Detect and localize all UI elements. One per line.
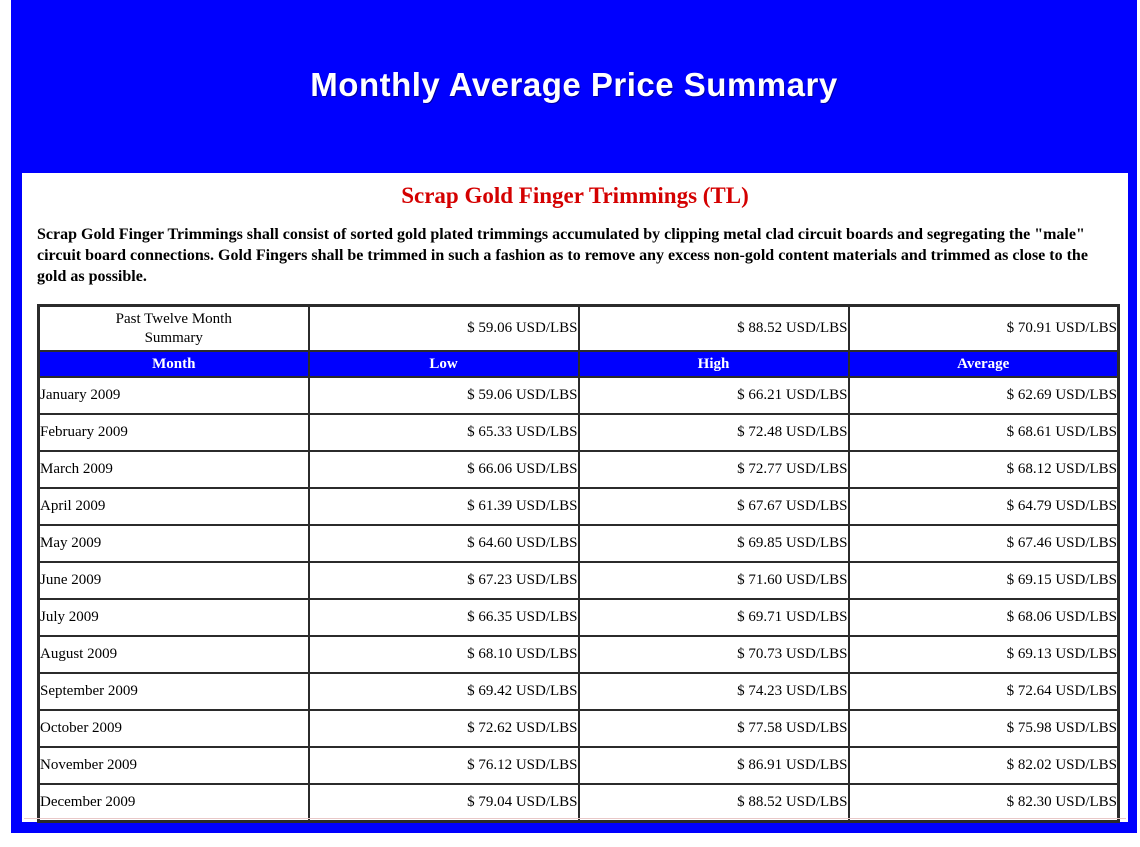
table-row: July 2009 $ 66.35 USD/LBS $ 69.71 USD/LB… — [37, 598, 1120, 637]
month-cell: September 2009 — [37, 672, 310, 711]
summary-high-cell: $ 88.52 USD/LBS — [577, 304, 850, 352]
high-cell: $ 77.58 USD/LBS — [577, 709, 850, 748]
average-cell: $ 82.02 USD/LBS — [847, 746, 1120, 785]
blue-frame: Monthly Average Price Summary Scrap Gold… — [11, 0, 1137, 833]
summary-row: Past Twelve Month Summary $ 59.06 USD/LB… — [37, 304, 1120, 352]
average-cell: $ 68.06 USD/LBS — [847, 598, 1120, 637]
column-header-month: Month — [37, 350, 310, 378]
low-cell: $ 66.35 USD/LBS — [307, 598, 580, 637]
table-row: February 2009 $ 65.33 USD/LBS $ 72.48 US… — [37, 413, 1120, 452]
average-cell: $ 82.30 USD/LBS — [847, 783, 1120, 823]
average-cell: $ 62.69 USD/LBS — [847, 376, 1120, 415]
table-row: November 2009 $ 76.12 USD/LBS $ 86.91 US… — [37, 746, 1120, 785]
low-cell: $ 76.12 USD/LBS — [307, 746, 580, 785]
summary-label: Past Twelve Month Summary — [115, 310, 232, 346]
table-row: April 2009 $ 61.39 USD/LBS $ 67.67 USD/L… — [37, 487, 1120, 526]
month-cell: December 2009 — [37, 783, 310, 823]
table-row: August 2009 $ 68.10 USD/LBS $ 70.73 USD/… — [37, 635, 1120, 674]
column-header-low: Low — [307, 350, 580, 378]
high-cell: $ 72.48 USD/LBS — [577, 413, 850, 452]
low-cell: $ 72.62 USD/LBS — [307, 709, 580, 748]
average-cell: $ 64.79 USD/LBS — [847, 487, 1120, 526]
high-cell: $ 71.60 USD/LBS — [577, 561, 850, 600]
table-row: December 2009 $ 79.04 USD/LBS $ 88.52 US… — [37, 783, 1120, 823]
table-row: March 2009 $ 66.06 USD/LBS $ 72.77 USD/L… — [37, 450, 1120, 489]
average-cell: $ 69.15 USD/LBS — [847, 561, 1120, 600]
month-cell: November 2009 — [37, 746, 310, 785]
high-cell: $ 72.77 USD/LBS — [577, 450, 850, 489]
high-cell: $ 69.71 USD/LBS — [577, 598, 850, 637]
low-cell: $ 59.06 USD/LBS — [307, 376, 580, 415]
average-cell: $ 72.64 USD/LBS — [847, 672, 1120, 711]
month-cell: February 2009 — [37, 413, 310, 452]
month-cell: August 2009 — [37, 635, 310, 674]
high-cell: $ 70.73 USD/LBS — [577, 635, 850, 674]
summary-low-cell: $ 59.06 USD/LBS — [307, 304, 580, 352]
low-cell: $ 66.06 USD/LBS — [307, 450, 580, 489]
commodity-heading: Scrap Gold Finger Trimmings (TL) — [401, 183, 749, 208]
average-cell: $ 69.13 USD/LBS — [847, 635, 1120, 674]
commodity-description: Scrap Gold Finger Trimmings shall consis… — [37, 226, 1088, 285]
low-cell: $ 67.23 USD/LBS — [307, 561, 580, 600]
table-header-row: Month Low High Average — [37, 350, 1120, 378]
column-header-average: Average — [847, 350, 1120, 378]
table-row: January 2009 $ 59.06 USD/LBS $ 66.21 USD… — [37, 376, 1120, 415]
table-row: October 2009 $ 72.62 USD/LBS $ 77.58 USD… — [37, 709, 1120, 748]
high-cell: $ 67.67 USD/LBS — [577, 487, 850, 526]
month-cell: April 2009 — [37, 487, 310, 526]
table-row: June 2009 $ 67.23 USD/LBS $ 71.60 USD/LB… — [37, 561, 1120, 600]
content-panel: Scrap Gold Finger Trimmings (TL) Scrap G… — [22, 173, 1128, 823]
low-cell: $ 61.39 USD/LBS — [307, 487, 580, 526]
month-cell: October 2009 — [37, 709, 310, 748]
low-cell: $ 79.04 USD/LBS — [307, 783, 580, 823]
table-row: September 2009 $ 69.42 USD/LBS $ 74.23 U… — [37, 672, 1120, 711]
high-cell: $ 86.91 USD/LBS — [577, 746, 850, 785]
low-cell: $ 65.33 USD/LBS — [307, 413, 580, 452]
high-cell: $ 74.23 USD/LBS — [577, 672, 850, 711]
average-cell: $ 68.61 USD/LBS — [847, 413, 1120, 452]
month-cell: July 2009 — [37, 598, 310, 637]
low-cell: $ 64.60 USD/LBS — [307, 524, 580, 563]
panel-bottom-rule — [24, 818, 1126, 819]
summary-label-cell: Past Twelve Month Summary — [37, 304, 310, 352]
low-cell: $ 69.42 USD/LBS — [307, 672, 580, 711]
month-cell: May 2009 — [37, 524, 310, 563]
average-cell: $ 67.46 USD/LBS — [847, 524, 1120, 563]
table-row: May 2009 $ 64.60 USD/LBS $ 69.85 USD/LBS… — [37, 524, 1120, 563]
summary-average-cell: $ 70.91 USD/LBS — [847, 304, 1120, 352]
low-cell: $ 68.10 USD/LBS — [307, 635, 580, 674]
month-cell: June 2009 — [37, 561, 310, 600]
high-cell: $ 88.52 USD/LBS — [577, 783, 850, 823]
high-cell: $ 66.21 USD/LBS — [577, 376, 850, 415]
page-title: Monthly Average Price Summary — [310, 66, 838, 103]
high-cell: $ 69.85 USD/LBS — [577, 524, 850, 563]
price-table: Past Twelve Month Summary $ 59.06 USD/LB… — [37, 304, 1120, 823]
column-header-high: High — [577, 350, 850, 378]
month-cell: March 2009 — [37, 450, 310, 489]
average-cell: $ 75.98 USD/LBS — [847, 709, 1120, 748]
month-cell: January 2009 — [37, 376, 310, 415]
average-cell: $ 68.12 USD/LBS — [847, 450, 1120, 489]
